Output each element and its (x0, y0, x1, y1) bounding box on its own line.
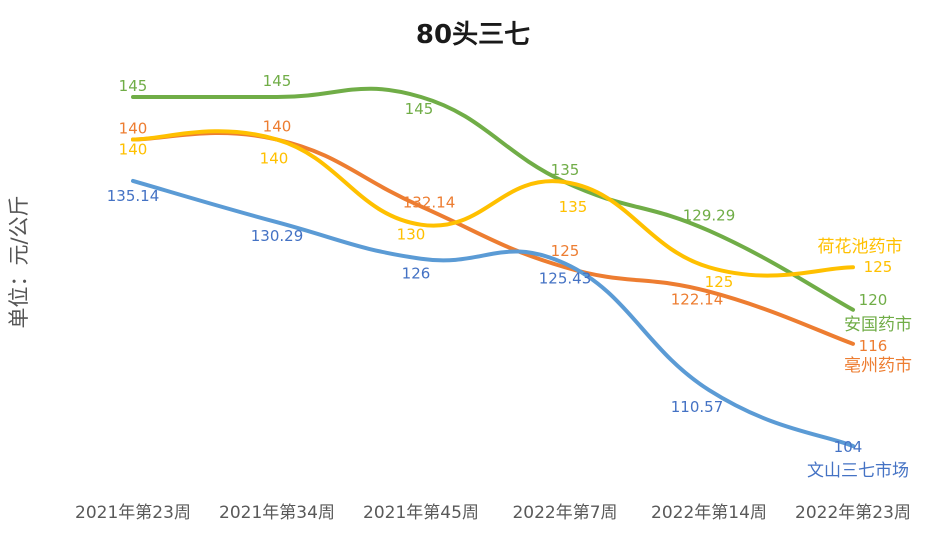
data-label: 145 (119, 77, 148, 95)
data-label: 130 (397, 226, 426, 244)
data-label: 129.29 (683, 207, 736, 225)
data-label: 132.14 (403, 193, 456, 211)
data-label: 120 (859, 291, 888, 309)
series-name-label: 亳州药市 (844, 356, 912, 376)
data-label: 145 (263, 72, 292, 90)
series-name-label: 荷花池药市 (818, 237, 903, 257)
data-label: 140 (260, 150, 289, 168)
series-line-1 (131, 86, 855, 312)
data-label: 135 (551, 161, 580, 179)
data-label: 145 (405, 100, 434, 118)
data-label: 122.14 (671, 291, 724, 309)
data-label: 140 (263, 118, 292, 136)
data-label: 110.57 (671, 398, 724, 416)
data-label: 126 (402, 265, 431, 283)
data-label: 125 (551, 242, 580, 260)
series-line-4 (131, 178, 855, 448)
series-name-label: 安国药市 (844, 315, 912, 335)
data-label: 116 (859, 337, 888, 355)
chart-title: 80头三七 (415, 20, 531, 50)
data-label: 140 (119, 141, 148, 159)
data-label: 140 (119, 120, 148, 138)
data-label: 125.43 (539, 270, 592, 288)
x-tick-label: 2021年第45周 (363, 503, 479, 523)
data-label: 135 (559, 198, 588, 216)
data-label: 104 (834, 438, 863, 456)
x-tick-label: 2022年第14周 (651, 503, 767, 523)
x-tick-label: 2021年第23周 (75, 503, 191, 523)
data-label: 125 (864, 258, 893, 276)
data-label: 135.14 (107, 187, 160, 205)
x-tick-label: 2021年第34周 (219, 503, 335, 523)
data-label: 130.29 (251, 227, 304, 245)
x-tick-label: 2022年第7周 (512, 503, 617, 523)
series-name-label: 文山三七市场 (807, 461, 909, 481)
series-line-3 (131, 129, 855, 278)
x-tick-label: 2022年第23周 (795, 503, 911, 523)
series-line-2 (131, 131, 855, 346)
data-label: 125 (705, 273, 734, 291)
